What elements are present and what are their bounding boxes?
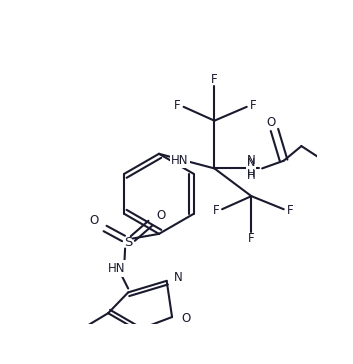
Text: N
H: N H	[247, 154, 256, 182]
Text: F: F	[174, 99, 181, 112]
Text: HN: HN	[171, 154, 189, 167]
Text: O: O	[90, 214, 99, 227]
Text: O: O	[156, 209, 165, 222]
Text: HN: HN	[108, 262, 125, 275]
Text: F: F	[287, 204, 293, 217]
Text: N
H: N H	[247, 158, 256, 179]
Text: O: O	[181, 312, 191, 325]
Text: HN: HN	[108, 262, 125, 275]
Text: HN: HN	[171, 154, 189, 167]
Text: F: F	[248, 232, 255, 245]
Text: F: F	[211, 74, 218, 86]
Text: S: S	[124, 236, 132, 249]
Text: N: N	[174, 271, 183, 284]
Text: F: F	[213, 204, 219, 217]
Text: F: F	[250, 99, 256, 112]
Text: O: O	[267, 116, 276, 129]
